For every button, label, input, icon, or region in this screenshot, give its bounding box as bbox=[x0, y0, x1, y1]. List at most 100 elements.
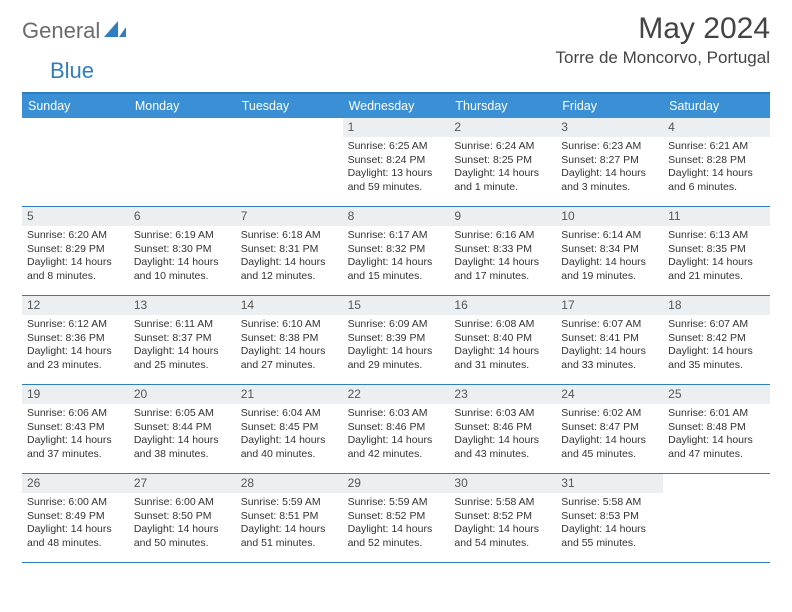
week-row: 5Sunrise: 6:20 AMSunset: 8:29 PMDaylight… bbox=[22, 207, 770, 296]
day-number-row: 3 bbox=[556, 118, 663, 137]
sunrise-line: Sunrise: 6:25 AM bbox=[348, 140, 445, 153]
daylight-line: Daylight: 14 hours and 6 minutes. bbox=[668, 167, 765, 194]
day-cell: 10Sunrise: 6:14 AMSunset: 8:34 PMDayligh… bbox=[556, 207, 663, 295]
day-number: 24 bbox=[561, 387, 574, 401]
sunrise-line: Sunrise: 6:01 AM bbox=[668, 407, 765, 420]
sunrise-line: Sunrise: 6:13 AM bbox=[668, 229, 765, 242]
sunrise-line: Sunrise: 6:14 AM bbox=[561, 229, 658, 242]
day-cell: 9Sunrise: 6:16 AMSunset: 8:33 PMDaylight… bbox=[449, 207, 556, 295]
sunset-line: Sunset: 8:33 PM bbox=[454, 243, 551, 256]
sunset-line: Sunset: 8:43 PM bbox=[27, 421, 124, 434]
sunset-line: Sunset: 8:51 PM bbox=[241, 510, 338, 523]
day-number-row: 13 bbox=[129, 296, 236, 315]
day-cell bbox=[663, 474, 770, 562]
sunrise-line: Sunrise: 5:58 AM bbox=[561, 496, 658, 509]
day-cell: 24Sunrise: 6:02 AMSunset: 8:47 PMDayligh… bbox=[556, 385, 663, 473]
weekday-label: Friday bbox=[556, 94, 663, 118]
daylight-line: Daylight: 14 hours and 29 minutes. bbox=[348, 345, 445, 372]
sunrise-line: Sunrise: 6:05 AM bbox=[134, 407, 231, 420]
day-cell: 2Sunrise: 6:24 AMSunset: 8:25 PMDaylight… bbox=[449, 118, 556, 206]
month-title: May 2024 bbox=[556, 12, 771, 46]
sunset-line: Sunset: 8:30 PM bbox=[134, 243, 231, 256]
sunset-line: Sunset: 8:32 PM bbox=[348, 243, 445, 256]
weekday-label: Saturday bbox=[663, 94, 770, 118]
day-number: 4 bbox=[668, 120, 675, 134]
sunset-line: Sunset: 8:42 PM bbox=[668, 332, 765, 345]
day-number: 10 bbox=[561, 209, 574, 223]
day-number-row: 27 bbox=[129, 474, 236, 493]
day-cell: 27Sunrise: 6:00 AMSunset: 8:50 PMDayligh… bbox=[129, 474, 236, 562]
day-number-row: 10 bbox=[556, 207, 663, 226]
day-number: 19 bbox=[27, 387, 40, 401]
sunrise-line: Sunrise: 6:07 AM bbox=[668, 318, 765, 331]
sunrise-line: Sunrise: 6:03 AM bbox=[348, 407, 445, 420]
sunset-line: Sunset: 8:24 PM bbox=[348, 154, 445, 167]
sunset-line: Sunset: 8:38 PM bbox=[241, 332, 338, 345]
day-number-row: 24 bbox=[556, 385, 663, 404]
daylight-line: Daylight: 14 hours and 54 minutes. bbox=[454, 523, 551, 550]
sunset-line: Sunset: 8:34 PM bbox=[561, 243, 658, 256]
sunrise-line: Sunrise: 6:19 AM bbox=[134, 229, 231, 242]
day-number: 17 bbox=[561, 298, 574, 312]
day-number: 11 bbox=[668, 209, 680, 223]
sunset-line: Sunset: 8:44 PM bbox=[134, 421, 231, 434]
daylight-line: Daylight: 14 hours and 8 minutes. bbox=[27, 256, 124, 283]
day-number-row: 6 bbox=[129, 207, 236, 226]
day-cell: 22Sunrise: 6:03 AMSunset: 8:46 PMDayligh… bbox=[343, 385, 450, 473]
day-number-row: 26 bbox=[22, 474, 129, 493]
day-number-row: 14 bbox=[236, 296, 343, 315]
day-cell: 17Sunrise: 6:07 AMSunset: 8:41 PMDayligh… bbox=[556, 296, 663, 384]
daylight-line: Daylight: 14 hours and 27 minutes. bbox=[241, 345, 338, 372]
sunset-line: Sunset: 8:37 PM bbox=[134, 332, 231, 345]
logo-sail-icon bbox=[104, 19, 126, 44]
calendar: SundayMondayTuesdayWednesdayThursdayFrid… bbox=[22, 92, 770, 563]
daylight-line: Daylight: 14 hours and 10 minutes. bbox=[134, 256, 231, 283]
day-cell: 16Sunrise: 6:08 AMSunset: 8:40 PMDayligh… bbox=[449, 296, 556, 384]
daylight-line: Daylight: 14 hours and 3 minutes. bbox=[561, 167, 658, 194]
daylight-line: Daylight: 14 hours and 43 minutes. bbox=[454, 434, 551, 461]
sunset-line: Sunset: 8:29 PM bbox=[27, 243, 124, 256]
day-number-row: 15 bbox=[343, 296, 450, 315]
sunrise-line: Sunrise: 6:11 AM bbox=[134, 318, 231, 331]
day-cell: 3Sunrise: 6:23 AMSunset: 8:27 PMDaylight… bbox=[556, 118, 663, 206]
day-cell bbox=[129, 118, 236, 206]
daylight-line: Daylight: 14 hours and 15 minutes. bbox=[348, 256, 445, 283]
day-cell: 19Sunrise: 6:06 AMSunset: 8:43 PMDayligh… bbox=[22, 385, 129, 473]
daylight-line: Daylight: 14 hours and 48 minutes. bbox=[27, 523, 124, 550]
sunrise-line: Sunrise: 6:06 AM bbox=[27, 407, 124, 420]
sunrise-line: Sunrise: 6:02 AM bbox=[561, 407, 658, 420]
day-number-row: 2 bbox=[449, 118, 556, 137]
day-number-row: 12 bbox=[22, 296, 129, 315]
day-cell: 18Sunrise: 6:07 AMSunset: 8:42 PMDayligh… bbox=[663, 296, 770, 384]
week-row: 12Sunrise: 6:12 AMSunset: 8:36 PMDayligh… bbox=[22, 296, 770, 385]
day-number: 16 bbox=[454, 298, 467, 312]
day-number: 30 bbox=[454, 476, 467, 490]
weeks-container: 1 Sunrise: 6:25 AMSunset: 8:24 PM Daylight… bbox=[22, 118, 770, 563]
day-number: 3 bbox=[561, 120, 568, 134]
daylight-line: Daylight: 14 hours and 33 minutes. bbox=[561, 345, 658, 372]
sunrise-line: Sunrise: 6:03 AM bbox=[454, 407, 551, 420]
day-number: 15 bbox=[348, 298, 361, 312]
day-cell: 13Sunrise: 6:11 AMSunset: 8:37 PMDayligh… bbox=[129, 296, 236, 384]
day-number: 2 bbox=[454, 120, 461, 134]
day-number: 13 bbox=[134, 298, 147, 312]
sunset-line: Sunset: 8:52 PM bbox=[348, 510, 445, 523]
day-number: 27 bbox=[134, 476, 147, 490]
sunset-line: Sunset: 8:40 PM bbox=[454, 332, 551, 345]
day-cell: 20Sunrise: 6:05 AMSunset: 8:44 PMDayligh… bbox=[129, 385, 236, 473]
day-number-row: 28 bbox=[236, 474, 343, 493]
daylight-line: Daylight: 14 hours and 55 minutes. bbox=[561, 523, 658, 550]
day-number-row: 8 bbox=[343, 207, 450, 226]
day-number: 1 bbox=[348, 120, 355, 134]
day-number: 8 bbox=[348, 209, 355, 223]
sunset-line: Sunset: 8:50 PM bbox=[134, 510, 231, 523]
sunrise-line: Sunrise: 6:18 AM bbox=[241, 229, 338, 242]
day-cell: 26Sunrise: 6:00 AMSunset: 8:49 PMDayligh… bbox=[22, 474, 129, 562]
daylight-line: Daylight: 14 hours and 47 minutes. bbox=[668, 434, 765, 461]
weekday-label: Thursday bbox=[449, 94, 556, 118]
day-number-row: 29 bbox=[343, 474, 450, 493]
sunset-line: Sunset: 8:36 PM bbox=[27, 332, 124, 345]
day-cell: 1Sunrise: 6:25 AMSunset: 8:24 PMDaylight… bbox=[343, 118, 450, 206]
daylight-line: Daylight: 14 hours and 12 minutes. bbox=[241, 256, 338, 283]
day-cell: 6 Sunrise: 6:19 AMSunset: 8:30 PMDaylight… bbox=[129, 207, 236, 295]
